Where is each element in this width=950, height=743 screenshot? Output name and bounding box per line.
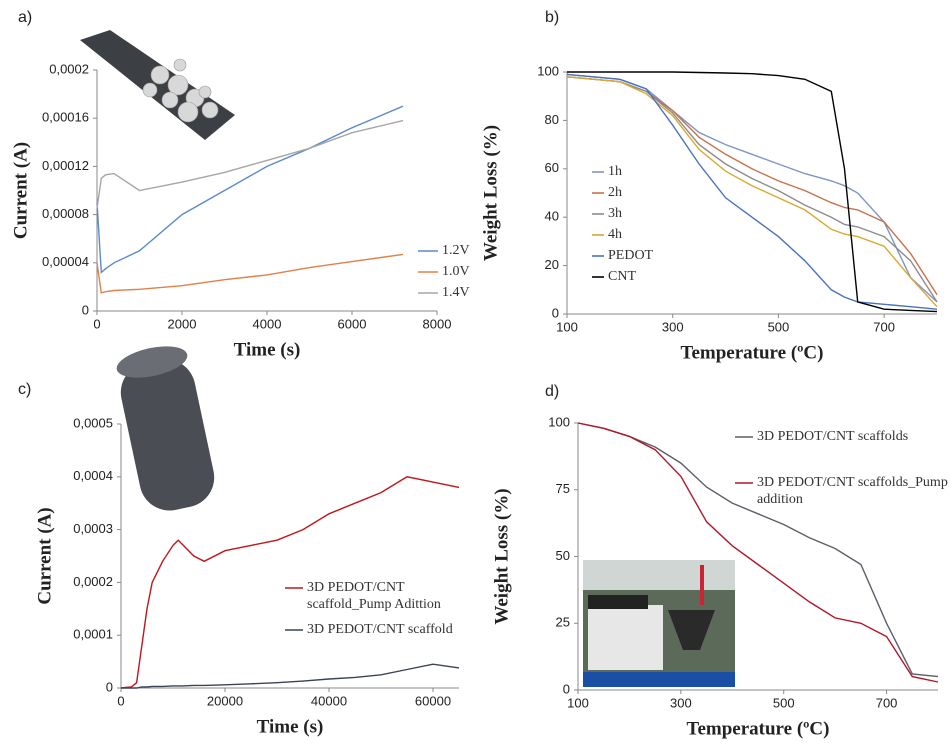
y-tick-label: 0,0002 (73, 574, 113, 589)
panel-label: a) (18, 9, 32, 26)
y-tick-label: 0,0004 (73, 468, 113, 483)
legend-label: 3D PEDOT/CNT scaffolds_Pump addition (757, 475, 948, 507)
y-tick-label: 50 (556, 548, 570, 563)
inset-d-photo (583, 560, 735, 687)
series-line (96, 105, 404, 274)
y-tick-label: 80 (545, 112, 559, 127)
series-line (121, 663, 460, 689)
legend-entry: 1.0V (442, 264, 470, 279)
series-line (577, 422, 939, 683)
legend-entry: 1.4V (442, 285, 470, 300)
legend-entry: 3D PEDOT/CNT scaffold (307, 622, 453, 637)
panel-label: b) (545, 9, 559, 26)
legend-label: CNT (608, 269, 636, 284)
x-tick-label: 20000 (207, 693, 243, 708)
y-tick-label: 0,0002 (49, 61, 89, 76)
x-tick-label: 100 (567, 695, 589, 710)
legend-label: 3D PEDOT/CNT scaffolds (757, 429, 909, 444)
x-axis-title: Time (s) (257, 716, 324, 737)
legend-label: 3h (608, 206, 622, 221)
y-tick-label: 0,0003 (73, 521, 113, 536)
x-tick-label: 500 (773, 695, 795, 710)
legend-label: PEDOT (608, 248, 654, 263)
y-tick-label: 0,00016 (42, 110, 89, 125)
y-tick-label: 0 (82, 302, 89, 317)
legend-label: 1.2V (442, 243, 470, 258)
inset-c (116, 346, 215, 511)
series-line (120, 476, 460, 689)
x-tick-label: 300 (670, 695, 692, 710)
x-tick-label: 8000 (423, 316, 452, 331)
x-tick-label: 700 (873, 319, 895, 334)
legend-label: 1.4V (442, 285, 470, 300)
inset-a (80, 30, 235, 140)
legend-entry: 1.2V (442, 243, 470, 258)
y-tick-label: 0,00008 (42, 206, 89, 221)
panel-label: d) (545, 383, 559, 400)
x-tick-label: 4000 (253, 316, 282, 331)
legend-label: 1.0V (442, 264, 470, 279)
y-tick-label: 0,00012 (42, 158, 89, 173)
x-tick-label: 0 (117, 693, 124, 708)
y-tick-label: 0 (563, 681, 570, 696)
y-tick-label: 0,0005 (73, 415, 113, 430)
series-line (566, 76, 938, 303)
legend-entry: 2h (608, 185, 622, 200)
y-tick-label: 60 (545, 160, 559, 175)
series-line (577, 422, 939, 678)
x-tick-label: 0 (93, 316, 100, 331)
legend-entry: 3h (608, 206, 622, 221)
x-axis-title: Time (s) (234, 339, 301, 360)
x-tick-label: 60000 (415, 693, 451, 708)
legend-label: 4h (608, 227, 622, 242)
legend-label: 1h (608, 164, 622, 179)
y-tick-label: 100 (548, 414, 570, 429)
x-tick-label: 500 (768, 319, 790, 334)
panel-label: c) (18, 381, 31, 398)
y-axis-title: Current (A) (34, 507, 55, 604)
series-line (566, 73, 938, 310)
x-axis-title: Temperature (ºC) (687, 718, 830, 739)
x-tick-label: 2000 (168, 316, 197, 331)
y-tick-label: 40 (545, 209, 559, 224)
series-line (566, 73, 938, 303)
y-axis-title: Weight Loss (%) (480, 125, 501, 261)
y-tick-label: 25 (556, 615, 570, 630)
y-tick-label: 0,00004 (42, 254, 89, 269)
legend-entry: 4h (608, 227, 622, 242)
legend-label: 3D PEDOT/CNT scaffold (307, 622, 453, 637)
y-tick-label: 100 (537, 63, 559, 78)
series-line (96, 253, 404, 294)
legend-entry: 3D PEDOT/CNT scaffold_Pump Adittion (307, 580, 441, 612)
x-tick-label: 100 (556, 319, 578, 334)
y-tick-label: 20 (545, 257, 559, 272)
x-tick-label: 40000 (311, 693, 347, 708)
y-tick-label: 0,0001 (73, 627, 113, 642)
y-tick-label: 0 (552, 305, 559, 320)
x-tick-label: 300 (662, 319, 684, 334)
legend-entry: CNT (608, 269, 636, 284)
y-tick-label: 0 (106, 679, 113, 694)
x-tick-label: 6000 (338, 316, 367, 331)
legend-label: 2h (608, 185, 622, 200)
legend-label: 3D PEDOT/CNT scaffold_Pump Adittion (307, 580, 441, 612)
y-axis-title: Weight Loss (%) (491, 488, 512, 624)
y-tick-label: 75 (556, 481, 570, 496)
x-tick-label: 700 (876, 695, 898, 710)
series-line (567, 71, 938, 313)
legend-entry: 1h (608, 164, 622, 179)
x-axis-title: Temperature (ºC) (681, 342, 824, 363)
legend-entry: 3D PEDOT/CNT scaffolds_Pump addition (757, 475, 948, 507)
legend-entry: PEDOT (608, 248, 654, 263)
y-axis-title: Current (A) (10, 142, 31, 239)
legend-entry: 3D PEDOT/CNT scaffolds (757, 429, 909, 444)
series-line (96, 119, 404, 209)
